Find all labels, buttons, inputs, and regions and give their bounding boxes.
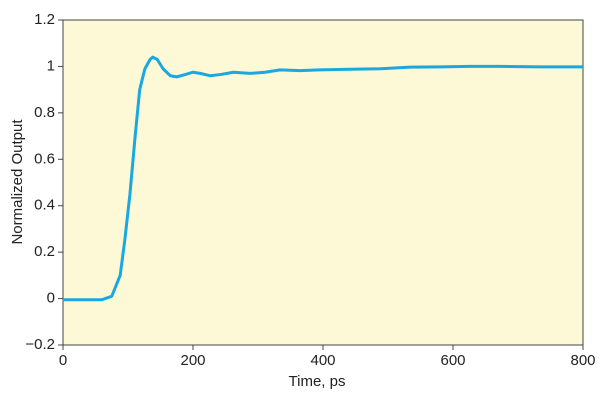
x-axis-label: Time, ps bbox=[289, 373, 346, 390]
data-line bbox=[63, 55, 583, 302]
y-tick-label: 0.8 bbox=[34, 104, 55, 121]
y-tick-label: 1 bbox=[47, 57, 55, 74]
x-tick-label: 800 bbox=[570, 352, 595, 369]
y-tick-label: 0.2 bbox=[34, 243, 55, 260]
x-tick-label: 0 bbox=[59, 352, 67, 369]
x-tick-label: 400 bbox=[310, 352, 335, 369]
y-tick-label: 0.4 bbox=[34, 197, 55, 214]
y-tick-label: 0 bbox=[47, 290, 55, 307]
x-tick-label: 600 bbox=[440, 352, 465, 369]
y-tick-label: 1.2 bbox=[34, 11, 55, 28]
x-tick-label: 200 bbox=[180, 352, 205, 369]
y-axis-label: Normalized Output bbox=[9, 119, 26, 245]
y-tick-label: 0.6 bbox=[34, 150, 55, 167]
plot-area bbox=[62, 19, 584, 346]
y-tick-label: −0.2 bbox=[25, 336, 55, 353]
